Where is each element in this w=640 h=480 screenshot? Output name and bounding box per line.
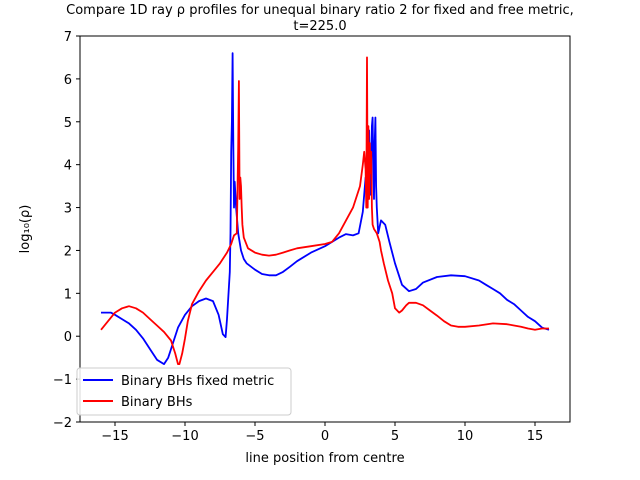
legend: Binary BHs fixed metric Binary BHs [76, 367, 292, 416]
y-tick-label: 0 [64, 330, 72, 345]
y-axis-label: log₁₀(ρ) [18, 205, 33, 254]
y-tick-label: −1 [53, 373, 72, 388]
y-tick-label: 3 [64, 202, 72, 217]
legend-box [76, 367, 292, 416]
legend-label-fixed-metric: Binary BHs fixed metric [121, 374, 274, 389]
x-tick-label: −15 [101, 429, 128, 444]
y-tick-label: 6 [64, 73, 72, 88]
y-tick-label: 4 [64, 159, 72, 174]
series-layer [100, 52, 550, 366]
y-tick-label: 2 [64, 244, 72, 259]
x-tick-label: 10 [457, 429, 474, 444]
legend-label-binary-bhs: Binary BHs [121, 395, 193, 410]
y-tick-label: 5 [64, 116, 72, 131]
x-axis-label: line position from centre [245, 451, 404, 466]
series-line-binary-bhs [100, 56, 549, 366]
y-tick-label: 1 [64, 287, 72, 302]
chart-title-line2: t=225.0 [293, 19, 346, 34]
x-tick-label: 5 [391, 429, 399, 444]
y-tick-label: −2 [53, 416, 72, 431]
x-axis: −15 −10 −5 0 5 10 15 [101, 422, 543, 444]
x-tick-label: 15 [527, 429, 544, 444]
x-tick-label: −5 [245, 429, 264, 444]
x-tick-label: 0 [321, 429, 329, 444]
x-tick-label: −10 [171, 429, 198, 444]
y-tick-label: 7 [64, 30, 72, 45]
chart-title-line1: Compare 1D ray ρ profiles for unequal bi… [66, 3, 574, 18]
y-axis: −2 −1 0 1 2 3 4 5 6 7 [53, 30, 80, 431]
